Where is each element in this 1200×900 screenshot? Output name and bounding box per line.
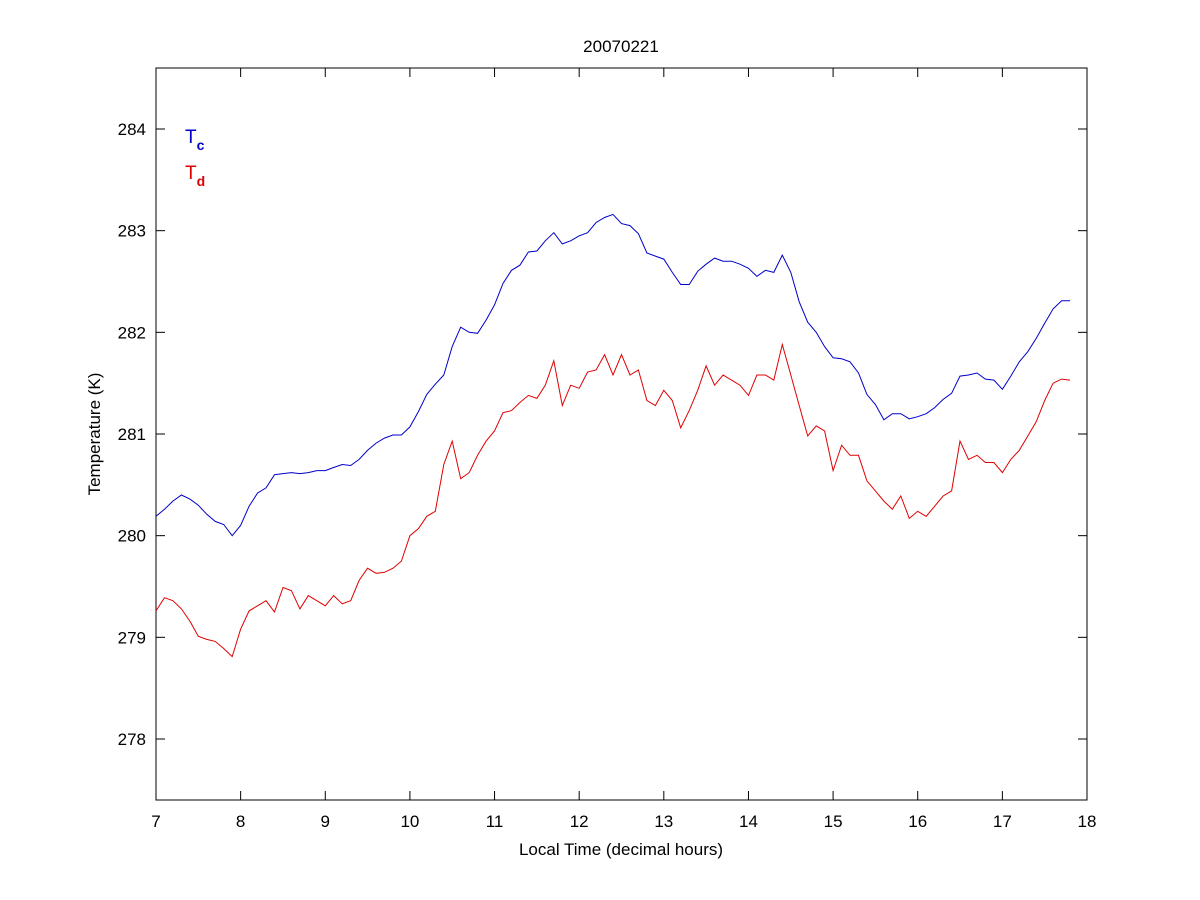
- legend-entry-tc: Tc: [185, 127, 205, 153]
- series-line-tc: [155, 213, 1071, 537]
- y-tick-label: 279: [118, 628, 146, 647]
- x-tick-label: 13: [654, 812, 673, 831]
- chart-title: 20070221: [583, 37, 659, 56]
- y-axis-label: Temperature (K): [85, 373, 104, 496]
- x-tick-label: 11: [486, 812, 504, 831]
- x-tick-label: 18: [1078, 812, 1097, 831]
- y-tick-label: 282: [118, 323, 146, 342]
- x-tick-label: 12: [570, 812, 589, 831]
- x-tick-label: 8: [236, 812, 245, 831]
- x-tick-label: 16: [908, 812, 927, 831]
- legend-entry-td: Td: [185, 163, 205, 189]
- series-line-td: [155, 342, 1071, 658]
- y-tick-label: 284: [118, 120, 146, 139]
- x-tick-label: 9: [321, 812, 330, 831]
- x-tick-label: 15: [824, 812, 843, 831]
- y-tick-label: 280: [118, 527, 146, 546]
- plot-area: [155, 67, 1088, 801]
- y-tick-label: 278: [118, 730, 146, 749]
- y-tick-label: 283: [118, 222, 146, 241]
- x-tick-label: 10: [400, 812, 419, 831]
- legend: Tc Td: [185, 127, 205, 189]
- y-tick-label: 281: [118, 425, 146, 444]
- x-tick-label: 14: [739, 812, 758, 831]
- x-axis-label: Local Time (decimal hours): [519, 840, 723, 859]
- x-tick-label: 17: [993, 812, 1012, 831]
- x-tick-label: 7: [151, 812, 160, 831]
